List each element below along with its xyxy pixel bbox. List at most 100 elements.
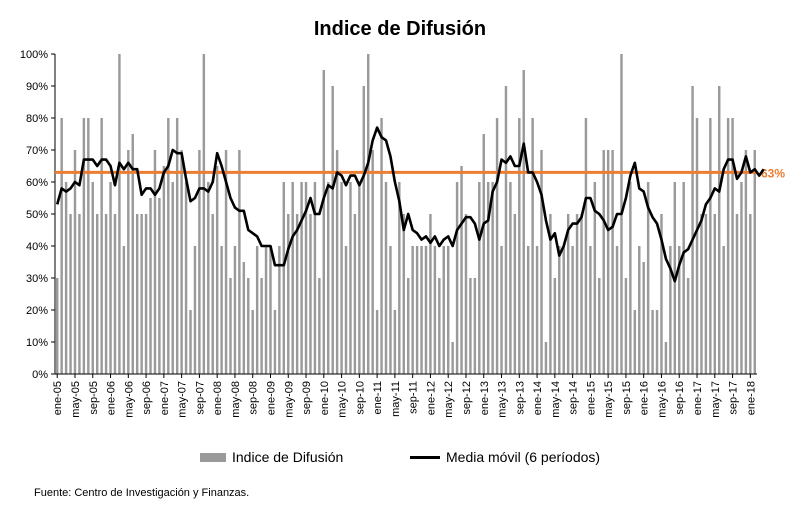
y-tick-label: 90% bbox=[26, 81, 48, 93]
reference-line-label: 63% bbox=[761, 166, 785, 180]
x-tick-label: sep-08 bbox=[248, 381, 260, 415]
y-tick-label: 60% bbox=[26, 177, 48, 189]
bar bbox=[633, 310, 637, 374]
bar bbox=[522, 70, 525, 374]
bar bbox=[95, 214, 99, 374]
x-tick-label: ene-07 bbox=[159, 381, 171, 415]
bar bbox=[389, 246, 392, 374]
bar bbox=[682, 182, 685, 374]
bar bbox=[544, 342, 548, 374]
bar bbox=[704, 214, 708, 374]
bar bbox=[215, 166, 219, 374]
x-tick-label: sep-12 bbox=[461, 381, 473, 415]
bar bbox=[255, 246, 259, 374]
x-tick-label: sep-15 bbox=[621, 381, 633, 415]
bar bbox=[398, 182, 401, 374]
bar bbox=[349, 182, 352, 374]
bar bbox=[162, 166, 166, 374]
bar bbox=[158, 198, 161, 374]
x-tick-label: sep-13 bbox=[514, 381, 526, 415]
x-tick-label: ene-16 bbox=[639, 381, 651, 415]
x-tick-label: ene-11 bbox=[372, 381, 384, 414]
bar bbox=[100, 118, 103, 374]
source-note: Fuente: Centro de Investigación y Finanz… bbox=[34, 487, 250, 499]
x-tick-label: may-05 bbox=[70, 381, 82, 418]
bar bbox=[424, 246, 428, 374]
bar bbox=[695, 118, 699, 374]
bar bbox=[753, 150, 756, 374]
x-tick-label: may-11 bbox=[390, 381, 402, 417]
moving-average-layer bbox=[55, 126, 765, 283]
bar bbox=[198, 150, 201, 374]
bar bbox=[438, 278, 441, 374]
x-tick-label: ene-08 bbox=[212, 381, 224, 415]
x-tick-label: ene-17 bbox=[692, 381, 704, 415]
x-tick-label: may-12 bbox=[443, 381, 455, 418]
bar bbox=[602, 150, 605, 374]
bar bbox=[593, 182, 597, 374]
bar bbox=[664, 342, 668, 374]
bar bbox=[420, 246, 423, 374]
bar bbox=[104, 214, 108, 374]
bar bbox=[189, 310, 192, 374]
bar bbox=[167, 118, 170, 374]
bar bbox=[109, 182, 112, 374]
bar bbox=[455, 182, 459, 374]
bar bbox=[646, 182, 650, 374]
bar bbox=[624, 278, 628, 374]
bar bbox=[309, 214, 312, 374]
bar bbox=[229, 278, 232, 374]
bar bbox=[615, 246, 619, 374]
bar bbox=[700, 214, 703, 374]
bar bbox=[638, 246, 641, 374]
bar bbox=[273, 310, 277, 374]
bar bbox=[749, 214, 752, 374]
x-tick-label: may-13 bbox=[497, 381, 509, 418]
bar bbox=[344, 246, 348, 374]
bar bbox=[153, 150, 157, 374]
bar bbox=[380, 118, 383, 374]
legend-bar-swatch bbox=[200, 452, 226, 462]
x-tick-label: ene-13 bbox=[479, 381, 491, 415]
bar bbox=[64, 182, 68, 374]
bar bbox=[584, 118, 588, 374]
bar bbox=[393, 310, 397, 374]
bar bbox=[278, 246, 281, 374]
bar bbox=[495, 118, 499, 374]
bar bbox=[526, 246, 530, 374]
bar bbox=[358, 182, 361, 374]
bar bbox=[180, 150, 183, 374]
bar bbox=[238, 150, 241, 374]
x-tick-label: ene-10 bbox=[319, 381, 331, 415]
bar bbox=[295, 214, 299, 374]
y-tick-label: 100% bbox=[20, 49, 48, 61]
x-tick-label: sep-10 bbox=[354, 381, 366, 415]
bar bbox=[327, 182, 330, 374]
bar bbox=[678, 246, 681, 374]
bar bbox=[122, 246, 126, 374]
bar bbox=[589, 246, 592, 374]
bar bbox=[740, 182, 743, 374]
bar bbox=[291, 182, 294, 374]
chart-title: Indice de Difusión bbox=[313, 18, 487, 40]
bar bbox=[518, 118, 521, 374]
bar bbox=[553, 278, 557, 374]
bar bbox=[713, 214, 717, 374]
bar bbox=[313, 182, 317, 374]
bar bbox=[300, 182, 303, 374]
bar bbox=[726, 118, 730, 374]
x-tick-label: sep-07 bbox=[194, 381, 206, 415]
bar bbox=[429, 214, 432, 374]
legend-item-bars: Indice de Difusión bbox=[200, 449, 343, 465]
bar bbox=[660, 214, 663, 374]
bar bbox=[735, 214, 739, 374]
bar bbox=[118, 54, 121, 374]
bar bbox=[135, 214, 139, 374]
bar bbox=[411, 246, 414, 374]
bar bbox=[362, 86, 366, 374]
bar bbox=[642, 262, 645, 374]
x-tick-label: ene-09 bbox=[265, 381, 277, 415]
x-tick-label: may-06 bbox=[123, 381, 135, 418]
legend-bar-label: Indice de Difusión bbox=[232, 449, 344, 465]
